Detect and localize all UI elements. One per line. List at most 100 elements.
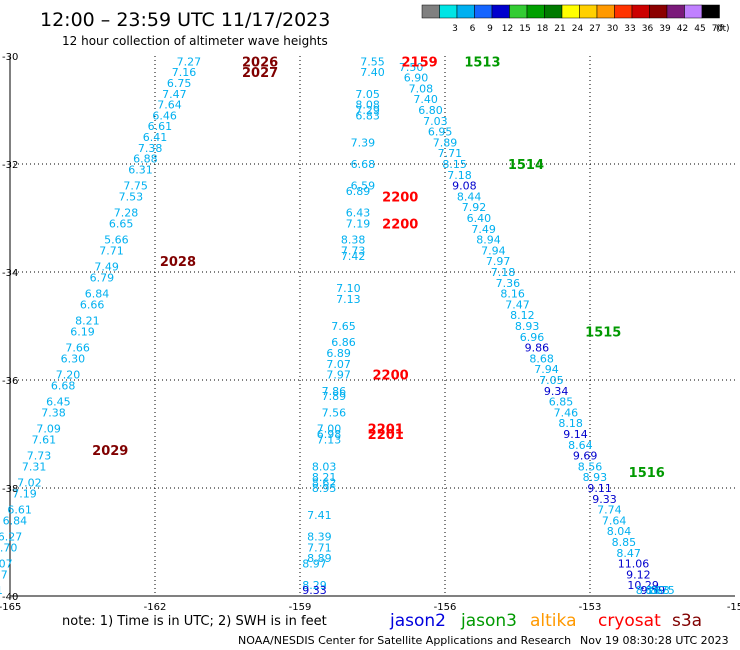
wave-height-label: 6.65 (109, 217, 134, 230)
color-scale-tick: 21 (554, 24, 565, 34)
wave-height-label: 7.53 (119, 190, 144, 203)
wave-height-label: 6.43 (346, 207, 371, 220)
wave-height-label: 7.50 (399, 61, 424, 74)
color-swatch (456, 4, 475, 19)
wave-height-label: 7.61 (32, 433, 57, 446)
color-scale-tick: 18 (537, 24, 549, 34)
wave-height-label: 8.44 (457, 190, 482, 203)
wave-height-label: 7.03 (423, 115, 448, 128)
wave-height-label: 8.03 (312, 460, 337, 473)
wave-height-label: 6.45 (46, 396, 71, 409)
track-s3a: 7.277.166.757.477.646.466.616.417.386.88… (0, 55, 201, 597)
wave-height-label: 7.64 (157, 99, 182, 112)
wave-height-label: 7.07 (326, 358, 351, 371)
wave-height-label: 6.85 (549, 396, 574, 409)
pass-time-label: 2200 (373, 369, 409, 384)
grid (10, 56, 735, 596)
wave-height-label: 7.38 (138, 142, 163, 155)
color-scale-tick: 42 (677, 24, 688, 34)
wave-height-label: 7.40 (360, 66, 385, 79)
y-tick-label: -30 (2, 52, 18, 63)
color-scale-tick: 30 (607, 24, 619, 34)
pass-time-label: 2200 (382, 217, 418, 232)
wave-height-label: 6.68 (351, 158, 376, 171)
x-tick-label: -162 (144, 602, 167, 613)
wave-height-label: 9.86 (525, 342, 550, 355)
color-swatch (544, 4, 563, 19)
color-swatch (596, 4, 615, 19)
footer-generated: Nov 19 08:30:28 UTC 2023 (580, 634, 729, 647)
color-swatch (439, 4, 458, 19)
wave-height-label: 6.66 (80, 298, 105, 311)
pass-time-label: 1515 (585, 325, 621, 340)
wave-height-label: 7.39 (351, 136, 376, 149)
wave-height-label: 9.59 (641, 584, 666, 597)
wave-height-label: 8.94 (476, 234, 501, 247)
color-swatch (684, 4, 703, 19)
wave-height-label: 6.88 (133, 153, 158, 166)
y-tick-label: -34 (2, 268, 18, 279)
wave-height-label: 6.30 (61, 352, 86, 365)
x-tick-label: -153 (579, 602, 602, 613)
wave-height-label: 8.04 (607, 525, 632, 538)
wave-height-label: 8.21 (312, 471, 337, 484)
color-swatch (526, 4, 545, 19)
wave-height-label: 6.41 (143, 131, 168, 144)
wave-height-label: 6.46 (152, 109, 177, 122)
pass-time-label: 2026 (242, 55, 278, 70)
wave-height-label: 8.97 (302, 558, 327, 571)
color-scale-tick: 70 (712, 24, 724, 34)
chart-title: 12:00 – 23:59 UTC 11/17/2023 (40, 9, 330, 31)
wave-height-label: 7.73 (341, 244, 366, 257)
wave-height-label: 7.47 (162, 88, 187, 101)
wave-height-label: 6.07 (0, 558, 13, 571)
pass-time-label: 2029 (92, 444, 128, 459)
wave-height-label: 8.89 (307, 552, 332, 565)
x-tick-label: -165 (0, 602, 21, 613)
x-tick-label: -15 (727, 602, 740, 613)
wave-height-label: 5.66 (104, 234, 129, 247)
wave-height-label: 7.47 (505, 298, 530, 311)
color-swatch (649, 4, 668, 19)
wave-height-label: 8.15 (442, 158, 467, 171)
wave-height-label: 11.06 (618, 558, 650, 571)
wave-height-label: 7.19 (346, 217, 371, 230)
wave-height-label: 6.96 (520, 331, 545, 344)
wave-height-label: 9.33 (302, 584, 327, 597)
color-swatch (509, 4, 528, 19)
pass-time-label: 2200 (382, 190, 418, 205)
wave-height-label: 7.71 (307, 541, 332, 554)
wave-height-label: 8.08 (355, 99, 380, 112)
wave-height-label: 7.16 (172, 66, 197, 79)
axis-labels: -165 -162 -159 -156 -153 -15 -30 -32 -34 -36 -38 -4… (0, 52, 740, 613)
wave-height-label: 8.16 (500, 288, 525, 301)
wave-height-label: 7.42 (341, 250, 366, 263)
wave-height-label: 7.92 (462, 201, 487, 214)
color-scale-tick: 6 (470, 24, 476, 34)
wave-height-label: 7.09 (36, 423, 61, 436)
footer-note: note: 1) Time is in UTC; 2) SWH is in fe… (62, 614, 327, 629)
color-scale-tick: 9 (487, 24, 493, 34)
color-swatch (561, 4, 580, 19)
wave-height-label: 7.89 (433, 136, 458, 149)
wave-height-label: 7.86 (322, 385, 347, 398)
pass-time-label: 2201 (368, 428, 404, 443)
satellite-legend-cryosat: cryosat (598, 611, 661, 631)
wave-height-label: 8.12 (510, 309, 535, 322)
color-scale-tick: 36 (642, 24, 654, 34)
wave-height-label: 7.71 (99, 244, 124, 257)
wave-height-label: 7.65 (331, 320, 356, 333)
track-cryosat: 7.557.407.058.087.296.837.396.686.596.89… (302, 55, 385, 597)
satellite-legend-altika: altika (530, 611, 577, 631)
wave-height-label: 7.97 (326, 369, 351, 382)
wave-height-label: 9.12 (626, 568, 651, 581)
wave-height-label: 6.75 (167, 77, 192, 90)
wave-height-label: 6.89 (346, 185, 371, 198)
wave-height-label: 7.28 (114, 207, 139, 220)
wave-height-label: 8.62 (312, 477, 337, 490)
color-swatch (614, 4, 633, 19)
track-jason3: 7.506.907.087.406.807.036.957.897.718.15… (399, 61, 675, 597)
wave-height-label: 7.18 (491, 266, 516, 279)
wave-height-label: 6.90 (404, 72, 429, 85)
satellite-legend-jason2: jason2 (389, 611, 446, 631)
